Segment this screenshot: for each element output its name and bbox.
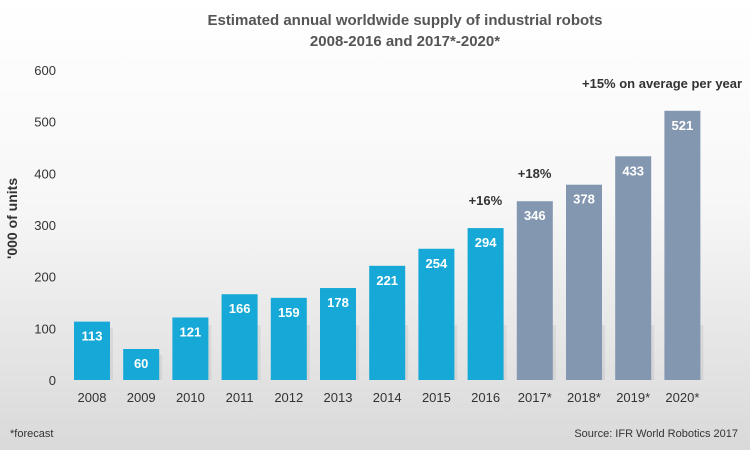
x-tick-label: 2020*	[665, 390, 699, 405]
growth-annotation: +15% on average per year	[582, 75, 743, 91]
y-tick-label: 300	[34, 218, 56, 233]
x-tick-label: 2017*	[518, 390, 552, 405]
y-tick-label: 400	[34, 166, 56, 181]
bar-value-label: 378	[573, 192, 595, 207]
bar	[467, 228, 504, 380]
bar	[566, 184, 602, 380]
bar-value-label: 121	[180, 324, 202, 339]
bar-value-label: 254	[426, 256, 448, 271]
y-tick-label: 600	[34, 63, 56, 78]
y-tick-label: 100	[34, 321, 56, 336]
x-tick-label: 2015	[422, 390, 451, 405]
chart-title: Estimated annual worldwide supply of ind…	[207, 12, 603, 29]
y-axis-label: '000 of units	[4, 177, 20, 259]
bar-value-label: 178	[327, 295, 349, 310]
x-tick-label: 2008	[78, 390, 107, 405]
growth-annotation: +16%	[468, 193, 503, 209]
x-tick-label: 2016	[471, 390, 500, 405]
bar-value-label: 346	[524, 208, 546, 223]
x-tick-label: 2011	[226, 390, 254, 405]
bar-value-label: 521	[672, 118, 694, 133]
bar-value-label: 159	[278, 305, 300, 320]
bar-value-label: 113	[82, 329, 103, 344]
bar	[516, 201, 553, 380]
forecast-footnote: *forecast	[10, 428, 54, 440]
growth-annotation: +18%	[517, 166, 552, 182]
chart-title-block: Estimated annual worldwide supply of ind…	[60, 10, 750, 52]
x-tick-label: 2019*	[616, 390, 650, 405]
x-tick-label: 2014	[373, 390, 402, 405]
bar	[270, 297, 307, 380]
source-note: Source: IFR World Robotics 2017	[574, 428, 738, 440]
bar-value-label: 221	[376, 273, 398, 288]
bar	[418, 248, 455, 380]
bar	[320, 288, 356, 380]
chart-subtitle: 2008-2016 and 2017*-2020*	[309, 33, 501, 50]
y-tick-label: 200	[34, 270, 56, 285]
bar	[615, 156, 652, 380]
x-tick-label: 2018*	[567, 390, 601, 405]
y-tick-label: 500	[34, 115, 56, 130]
x-tick-label: 2009	[127, 390, 156, 405]
bar	[664, 110, 701, 381]
bar-value-label: 166	[229, 301, 251, 316]
y-tick-label: 0	[49, 373, 56, 388]
x-tick-label: 2010	[176, 390, 205, 405]
bar-value-label: 433	[622, 163, 644, 178]
bar	[172, 317, 209, 380]
bar	[123, 349, 160, 380]
x-tick-label: 2013	[324, 390, 353, 405]
bar-value-label: 294	[475, 235, 497, 250]
bar-value-label: 60	[134, 356, 148, 371]
bar	[74, 321, 110, 380]
x-tick-label: 2012	[274, 390, 303, 405]
bar	[369, 265, 406, 380]
bar	[221, 294, 258, 380]
